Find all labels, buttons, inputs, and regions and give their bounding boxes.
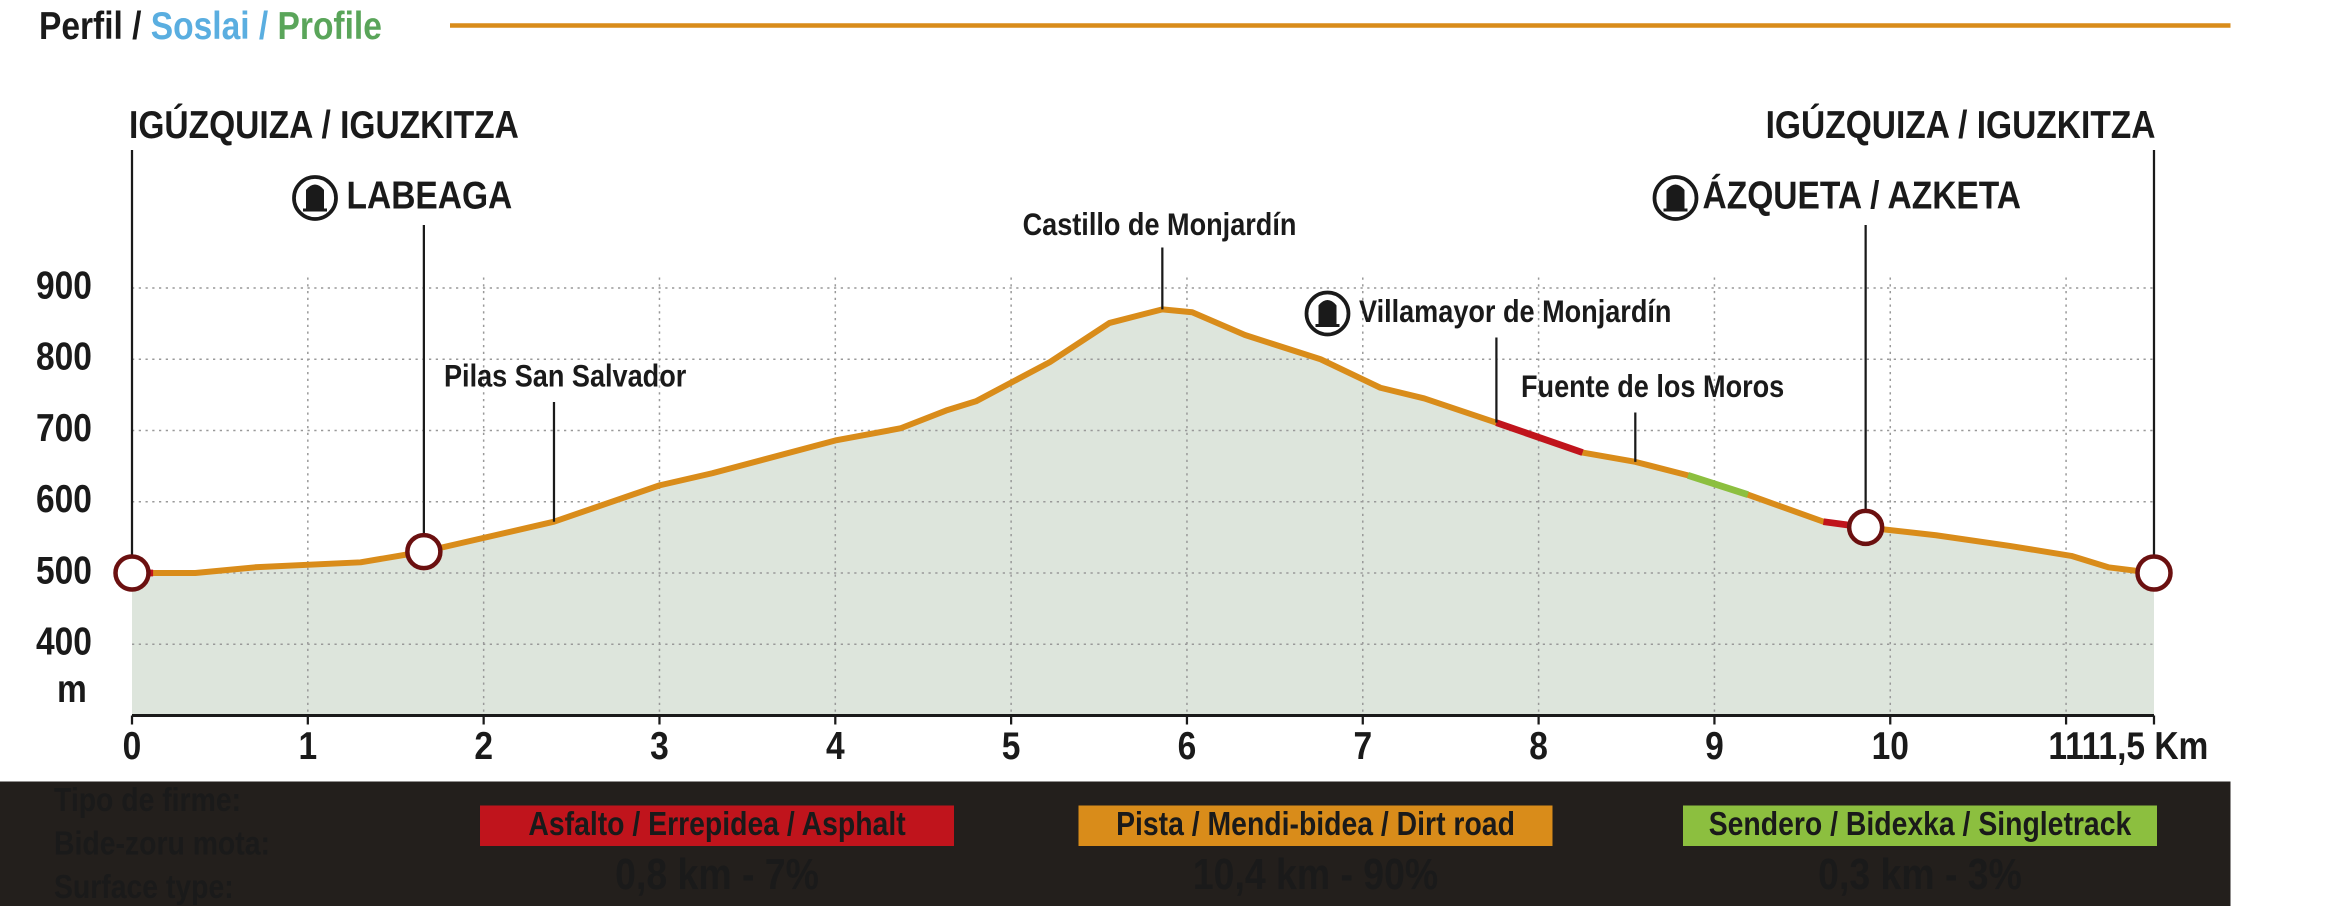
x-tick-label: 6 <box>1178 723 1197 767</box>
x-tick-label: 4 <box>826 723 845 767</box>
legend-heading: Surface type: <box>54 868 234 906</box>
milestone-glyph <box>1663 184 1688 212</box>
y-tick-label: 600 <box>36 477 92 521</box>
x-tick-label: 7 <box>1353 723 1372 767</box>
milestone-glyph <box>302 184 327 212</box>
y-tick-label: 900 <box>36 263 92 307</box>
annotation-label: Castillo de Monjardín <box>1023 207 1297 242</box>
y-tick-label: 500 <box>36 548 92 592</box>
legend-heading: Tipo de firme: <box>54 781 241 819</box>
surface-segment <box>1495 419 1584 456</box>
x-tick-label: 11,5 Km <box>2082 723 2209 767</box>
surface-segment <box>1687 472 1749 498</box>
x-tick-label: 9 <box>1705 723 1724 767</box>
x-tick-label: 11 <box>2048 723 2083 767</box>
y-tick-label: 800 <box>36 334 92 378</box>
y-tick-label: 700 <box>36 405 92 449</box>
annotation-label: ÁZQUETA / AZKETA <box>1702 173 2020 217</box>
annotation-label: IGÚZQUIZA / IGUZKITZA <box>1766 101 2156 146</box>
x-tick-label: 0 <box>123 723 142 767</box>
surface-badge <box>1682 805 2157 846</box>
waypoint-marker <box>405 532 443 571</box>
annotation-label: Pilas San Salvador <box>444 358 686 393</box>
title-part: Soslai / <box>151 3 278 47</box>
x-tick-label: 2 <box>474 723 493 767</box>
y-unit: m <box>57 666 87 710</box>
y-tick-label: 400 <box>36 619 92 663</box>
surface-badge <box>1078 805 1553 846</box>
waypoint-marker <box>2135 554 2173 592</box>
waypoint-marker <box>1846 508 1885 547</box>
annotation-label: Fuente de los Moros <box>1521 369 1784 404</box>
x-tick-label: 3 <box>650 723 669 767</box>
x-tick-label: 10 <box>1872 723 1909 767</box>
profile-area <box>131 309 2154 716</box>
x-tick-label: 5 <box>1002 723 1021 767</box>
surface-summary: 0,8 km - 7% <box>615 849 819 898</box>
annotation-label: LABEAGA <box>346 173 512 217</box>
surface-summary: 0,3 km - 3% <box>1818 849 2022 898</box>
annotation-label: Villamayor de Monjardín <box>1359 294 1671 329</box>
title-part: Profile <box>278 3 382 47</box>
chart-title: Perfil / Soslai / Profile <box>39 3 382 47</box>
x-tick-label: 1 <box>298 723 317 767</box>
waypoint-marker <box>113 554 151 592</box>
milestone-glyph <box>1315 300 1340 328</box>
legend-heading: Bide-zoru mota: <box>54 825 270 863</box>
annotation-label: IGÚZQUIZA / IGUZKITZA <box>129 101 519 146</box>
surface-badge <box>479 805 954 846</box>
title-part: Perfil / <box>39 3 151 47</box>
surface-summary: 10,4 km - 90% <box>1193 849 1438 898</box>
x-tick-label: 8 <box>1529 723 1548 767</box>
surface-name: Sendero / Bidexka / Singletrack <box>1709 805 2132 843</box>
surface-name: Pista / Mendi-bidea / Dirt road <box>1116 805 1515 843</box>
surface-name: Asfalto / Errepidea / Asphalt <box>528 805 905 843</box>
